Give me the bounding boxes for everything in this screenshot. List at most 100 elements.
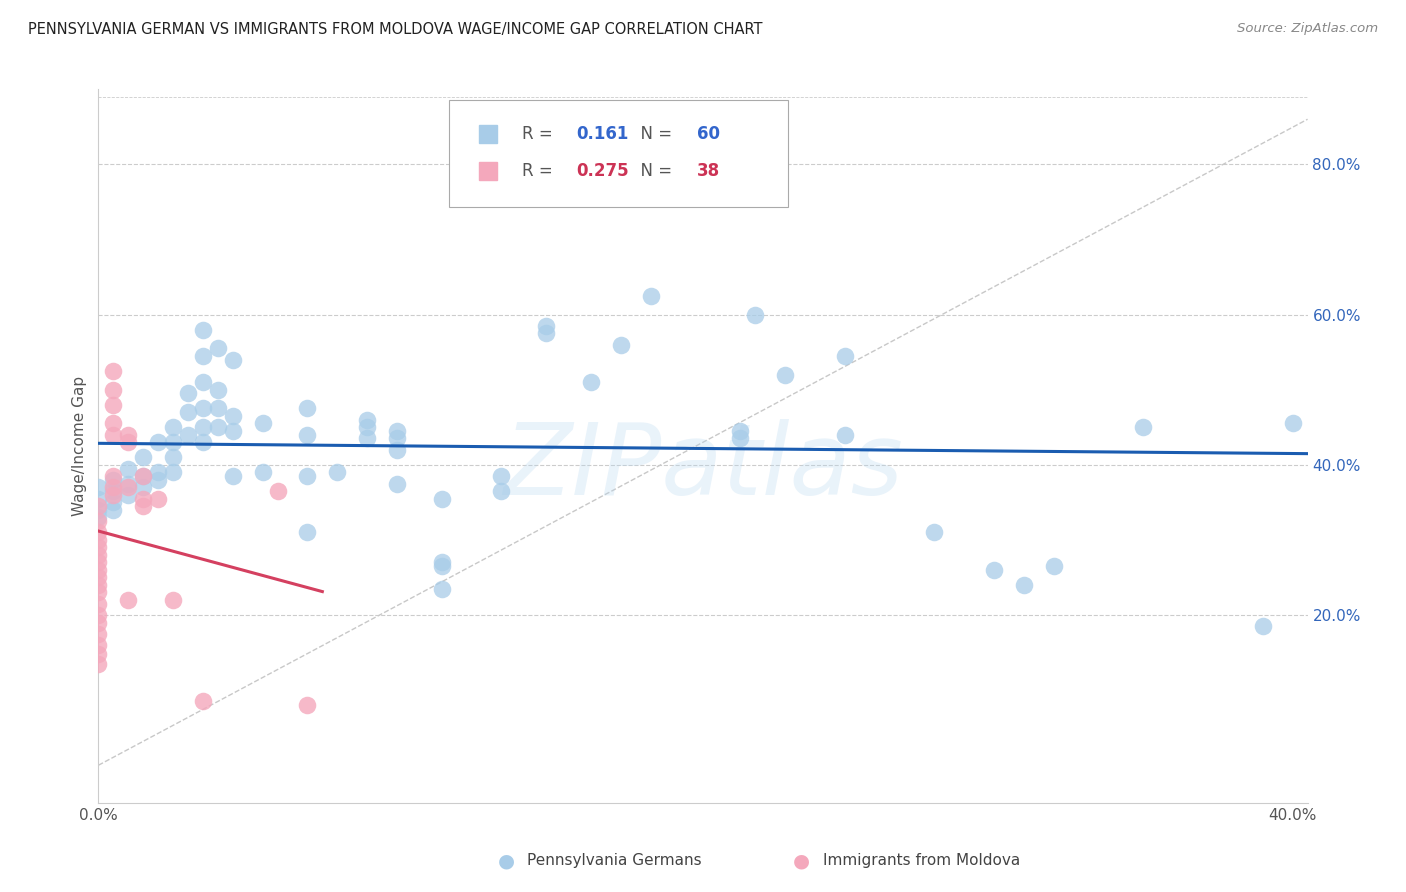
Point (983, 563, 1005, 577)
Point (222, 409, 245, 423)
Point (222, 352, 245, 367)
Point (1012, 578, 1035, 592)
Text: 0.275: 0.275 (576, 162, 628, 180)
Point (162, 420, 184, 434)
Point (610, 337, 633, 351)
Point (491, 484, 513, 499)
Point (579, 375, 602, 389)
Point (87, 480, 110, 494)
Point (87, 578, 110, 592)
Point (834, 349, 856, 363)
Point (103, 473, 125, 487)
Point (87, 647, 110, 661)
Point (103, 383, 125, 397)
Point (87, 563, 110, 577)
Text: 0.161: 0.161 (576, 125, 628, 143)
Point (297, 469, 319, 483)
Point (162, 435, 184, 450)
Point (146, 473, 169, 487)
Point (385, 476, 408, 491)
Point (87, 533, 110, 547)
Point (146, 465, 169, 479)
Point (117, 593, 139, 607)
Y-axis label: Wage/Income Gap: Wage/Income Gap (72, 376, 87, 516)
Point (1281, 417, 1303, 431)
Point (87, 638, 110, 652)
Point (117, 435, 139, 450)
Text: ZIPatlas: ZIPatlas (503, 419, 903, 516)
Point (385, 424, 408, 438)
Point (297, 698, 319, 713)
Point (146, 435, 169, 450)
Text: Pennsylvania Germans: Pennsylvania Germans (527, 854, 702, 868)
Point (430, 491, 453, 506)
Text: PENNSYLVANIA GERMAN VS IMMIGRANTS FROM MOLDOVA WAGE/INCOME GAP CORRELATION CHART: PENNSYLVANIA GERMAN VS IMMIGRANTS FROM M… (28, 22, 762, 37)
Point (162, 593, 184, 607)
Point (252, 465, 274, 479)
Text: Immigrants from Moldova: Immigrants from Moldova (823, 854, 1019, 868)
Point (87, 597, 110, 611)
Point (177, 427, 200, 442)
Point (103, 503, 125, 517)
Point (132, 491, 155, 506)
Point (1043, 559, 1066, 574)
Text: ●: ● (498, 851, 515, 871)
Point (191, 401, 214, 416)
Point (222, 424, 245, 438)
Point (146, 491, 169, 506)
Point (132, 469, 155, 483)
Point (536, 326, 558, 341)
Point (252, 417, 274, 431)
Text: N =: N = (630, 125, 678, 143)
Point (87, 556, 110, 570)
Point (117, 480, 139, 494)
Point (297, 525, 319, 540)
Text: N =: N = (630, 162, 678, 180)
Text: ●: ● (793, 851, 810, 871)
Point (924, 525, 946, 540)
Point (162, 465, 184, 479)
Point (162, 450, 184, 465)
Point (87, 503, 110, 517)
Text: Source: ZipAtlas.com: Source: ZipAtlas.com (1237, 22, 1378, 36)
Point (103, 417, 125, 431)
Point (117, 488, 139, 502)
Point (491, 469, 513, 483)
Point (103, 364, 125, 378)
Point (356, 420, 378, 434)
Point (730, 432, 752, 446)
Point (385, 442, 408, 457)
Point (326, 465, 349, 479)
Point (1132, 420, 1154, 434)
Point (132, 480, 155, 494)
Point (640, 289, 662, 303)
Point (103, 495, 125, 509)
Point (87, 627, 110, 641)
Point (191, 322, 214, 336)
Point (87, 607, 110, 622)
Point (103, 488, 125, 502)
FancyBboxPatch shape (449, 100, 787, 207)
Point (385, 432, 408, 446)
Point (132, 450, 155, 465)
Point (207, 383, 229, 397)
Text: 60: 60 (697, 125, 720, 143)
Point (744, 308, 766, 322)
Point (103, 427, 125, 442)
Point (132, 469, 155, 483)
Point (87, 499, 110, 513)
Point (356, 432, 378, 446)
Text: 38: 38 (697, 162, 720, 180)
Point (87, 491, 110, 506)
Point (177, 386, 200, 401)
Point (191, 694, 214, 708)
Point (430, 582, 453, 596)
Point (266, 484, 288, 499)
Point (730, 424, 752, 438)
Point (87, 657, 110, 671)
Point (1251, 619, 1274, 633)
Point (87, 570, 110, 584)
Point (191, 435, 214, 450)
Point (177, 405, 200, 419)
Point (103, 480, 125, 494)
